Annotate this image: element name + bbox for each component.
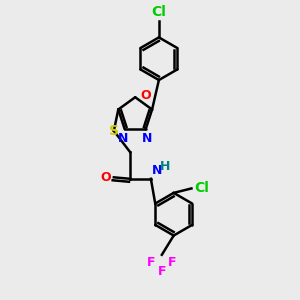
Text: Cl: Cl [194,182,209,195]
Text: S: S [109,124,119,138]
Text: N: N [152,164,162,177]
Text: F: F [147,256,155,269]
Text: F: F [158,265,166,278]
Text: O: O [140,89,151,102]
Text: H: H [160,160,171,173]
Text: O: O [100,171,111,184]
Text: N: N [118,132,128,145]
Text: Cl: Cl [152,5,166,19]
Text: N: N [142,132,152,145]
Text: F: F [168,256,177,269]
